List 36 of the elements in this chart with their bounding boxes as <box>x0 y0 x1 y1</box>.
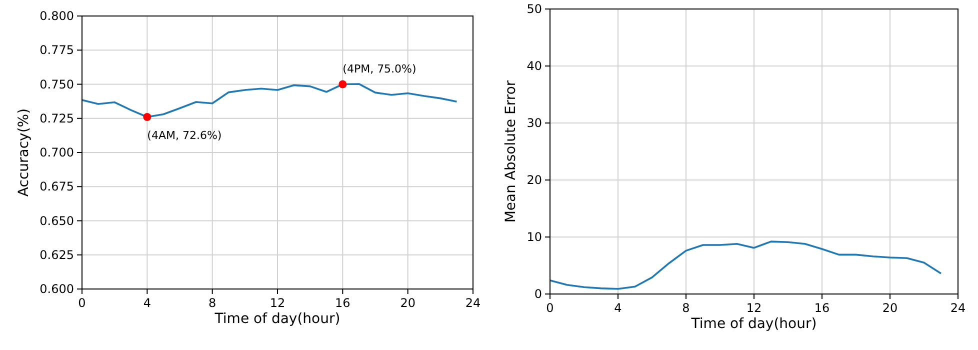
y-tick-label: 0.700 <box>40 146 74 160</box>
y-tick-label: 0.775 <box>40 43 74 58</box>
x-tick-label: 24 <box>465 296 481 310</box>
y-tick-label: 30 <box>526 116 542 130</box>
x-tick-label: 0 <box>78 296 86 310</box>
y-tick-label: 0.675 <box>40 180 74 194</box>
x-tick-label: 20 <box>882 301 898 315</box>
y-tick-label: 50 <box>526 2 542 16</box>
y-tick-label: 0 <box>534 287 542 301</box>
x-tick-label: 8 <box>682 301 690 315</box>
x-tick-label: 16 <box>335 296 350 310</box>
y-axis-title: Accuracy(%) <box>16 108 32 197</box>
y-tick-label: 0.625 <box>40 248 74 262</box>
x-tick-label: 4 <box>143 296 151 310</box>
y-tick-label: 0.725 <box>40 111 74 126</box>
y-tick-label: 0.600 <box>40 282 74 296</box>
annotation: (4AM, 72.6%) <box>147 129 222 142</box>
x-tick-label: 12 <box>270 296 286 310</box>
x-tick-label: 4 <box>614 301 622 315</box>
y-tick-label: 0.750 <box>40 77 74 92</box>
x-tick-label: 12 <box>746 301 762 315</box>
annotation: (4PM, 75.0%) <box>342 62 416 76</box>
y-tick-label: 0.800 <box>40 9 74 23</box>
y-tick-label: 20 <box>526 173 542 187</box>
y-tick-label: 0.650 <box>40 214 74 228</box>
line-series <box>549 240 942 290</box>
x-tick-label: 20 <box>400 296 416 310</box>
x-axis-title: Time of day(hour) <box>690 316 817 332</box>
x-tick-label: 8 <box>208 296 216 310</box>
y-axis-title: Mean Absolute Error <box>503 80 519 223</box>
x-tick-label: 16 <box>814 301 830 315</box>
y-tick-label: 10 <box>526 230 542 244</box>
x-axis-title: Time of day(hour) <box>214 311 340 327</box>
y-tick-label: 40 <box>526 59 542 73</box>
x-tick-label: 0 <box>546 301 554 315</box>
x-tick-label: 24 <box>950 301 966 315</box>
